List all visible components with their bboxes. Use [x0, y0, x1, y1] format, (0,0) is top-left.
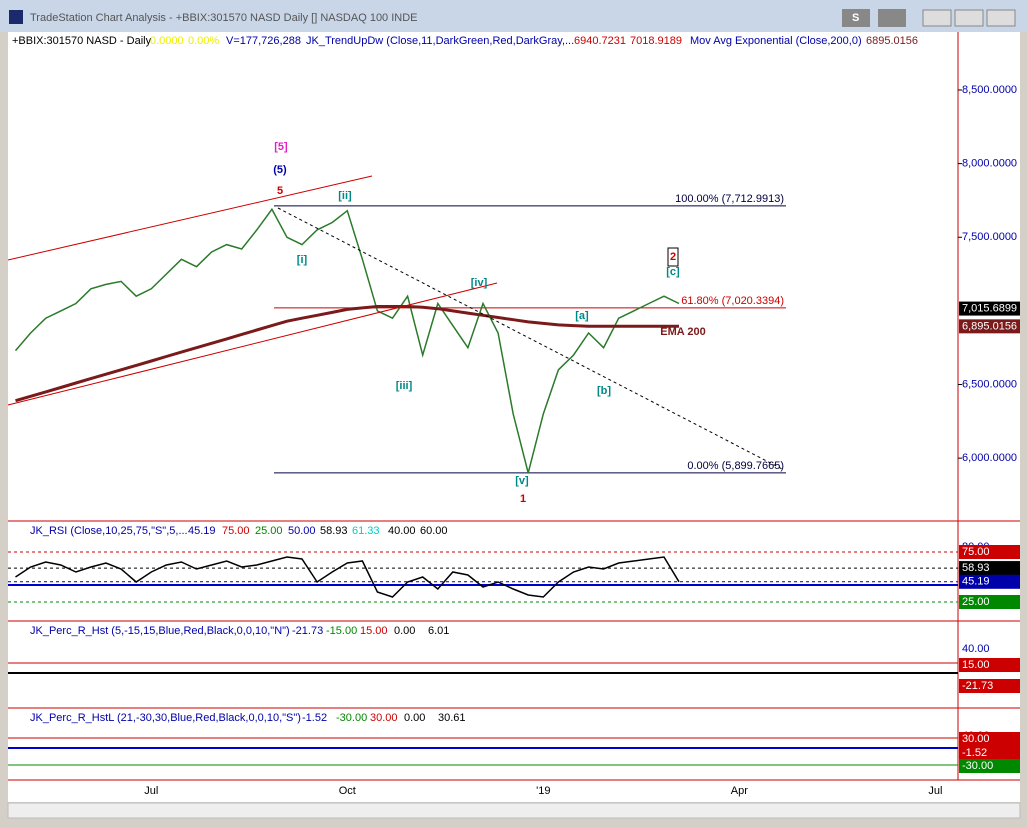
panel-value: 40.00 [388, 525, 416, 537]
y-tick-label: 6,500.0000 [962, 378, 1017, 390]
y-tick-label: 6,000.0000 [962, 452, 1017, 464]
y-tick-label: 40.00 [962, 643, 990, 655]
y-tick-label: 8,000.0000 [962, 158, 1017, 170]
price-tag-label: 6,895.0156 [962, 320, 1017, 332]
legend-text: +BBIX:301570 NASD - Daily [12, 35, 152, 47]
price-tag [959, 319, 1020, 334]
panel-value: 45.19 [188, 525, 216, 537]
level-tag [959, 545, 1020, 559]
x-tick-label: Oct [339, 785, 356, 797]
series-line [14, 207, 680, 474]
level-tag-label: 75.00 [962, 546, 990, 558]
wave-label: (5) [273, 164, 287, 176]
panel-value: -1.52 [302, 712, 327, 724]
wave-label: 2 [670, 251, 676, 263]
legend-text: Mov Avg Exponential (Close,200,0) [690, 35, 862, 47]
close-button[interactable] [986, 9, 1016, 27]
level-tag-label: -1.52 [962, 747, 987, 759]
level-tag [959, 732, 1020, 746]
panel-value: 61.33 [352, 525, 380, 537]
legend-text: JK_TrendUpDw (Close,11,DarkGreen,Red,Dar… [306, 35, 574, 47]
level-tag [959, 561, 1020, 576]
fib-label: 100.00% (7,712.9913) [675, 193, 784, 205]
level-tag-label: 45.19 [962, 576, 990, 588]
x-tick-label: Jul [144, 785, 158, 797]
maximize-button[interactable] [954, 9, 984, 27]
fib-label: 61.80% (7,020.3394) [681, 295, 784, 307]
level-tag [959, 658, 1020, 672]
style-button[interactable] [842, 9, 870, 27]
panel-value: 50.00 [288, 525, 316, 537]
panel-value: 60.00 [420, 525, 448, 537]
wave-label: [5] [274, 141, 288, 153]
level-tag [959, 759, 1020, 773]
wave-label: 5 [277, 185, 283, 197]
app-icon [9, 10, 23, 24]
wave-label: [b] [597, 385, 611, 397]
legend-text: 6940.7231 [574, 35, 626, 47]
legend-text: 0.00% [188, 35, 219, 47]
x-tick-label: Apr [731, 785, 748, 797]
trend-line [277, 207, 785, 471]
style-button-label: S [852, 12, 859, 24]
panel-value: -15.00 [326, 625, 357, 637]
panel-value: 30.61 [438, 712, 466, 724]
price-tag-label: 7,015.6899 [962, 302, 1017, 314]
level-tag-label: 58.93 [962, 562, 990, 574]
price-tag [959, 301, 1020, 316]
level-tag-label: 15.00 [962, 659, 990, 671]
wave-label: 1 [520, 493, 526, 505]
wave-label: [iv] [471, 277, 488, 289]
wave-label: [i] [297, 254, 308, 266]
wave-label: [iii] [396, 380, 413, 392]
scrollbar[interactable] [7, 802, 1021, 819]
trend-line [7, 175, 373, 261]
wave-label: [a] [575, 310, 589, 322]
legend-text: 0.0000 [150, 35, 184, 47]
panel-title: JK_RSI (Close,10,25,75,"S",5,... [30, 525, 188, 537]
y-tick-label: 8,500.0000 [962, 84, 1017, 96]
window-title: TradeStation Chart Analysis - +BBIX:3015… [30, 12, 418, 24]
level-tag-label: -21.73 [962, 680, 993, 692]
x-tick-label: Jul [928, 785, 942, 797]
level-tag-label: 30.00 [962, 733, 990, 745]
menu-button[interactable] [878, 9, 906, 27]
level-tag-label: 25.00 [962, 596, 990, 608]
level-tag [959, 746, 1020, 760]
wave-box [667, 247, 679, 267]
wave-label: [ii] [338, 190, 352, 202]
level-tag [959, 595, 1020, 609]
level-tag-label: -30.00 [962, 760, 993, 772]
series-line [15, 556, 680, 598]
wave-label: EMA 200 [660, 326, 705, 338]
panel-value: 15.00 [360, 625, 388, 637]
wave-label: [v] [515, 475, 529, 487]
series-line [15, 305, 679, 403]
trend-line [7, 282, 498, 406]
panel-title: JK_Perc_R_HstL (21,-30,30,Blue,Red,Black… [30, 712, 301, 724]
panel-value: 30.00 [370, 712, 398, 724]
panel-title: JK_Perc_R_Hst (5,-15,15,Blue,Red,Black,0… [30, 625, 290, 637]
panel-value: 6.01 [428, 625, 449, 637]
panel-value: 0.00 [394, 625, 415, 637]
level-tag [959, 574, 1020, 589]
legend-text: V=177,726,288 [226, 35, 301, 47]
panel-value: 0.00 [404, 712, 425, 724]
minimize-button[interactable] [922, 9, 952, 27]
panel-value: 75.00 [222, 525, 250, 537]
legend-text: 7018.9189 [630, 35, 682, 47]
panel-value: 58.93 [320, 525, 348, 537]
level-tag [959, 679, 1020, 693]
x-tick-label: '19 [536, 785, 550, 797]
legend-text: 6895.0156 [866, 35, 918, 47]
panel-value: -30.00 [336, 712, 367, 724]
fib-label: 0.00% (5,899.7665) [687, 460, 784, 472]
y-tick-label: 7,500.0000 [962, 231, 1017, 243]
panel-value: -21.73 [292, 625, 323, 637]
panel-value: 25.00 [255, 525, 283, 537]
wave-label: [c] [666, 266, 680, 278]
